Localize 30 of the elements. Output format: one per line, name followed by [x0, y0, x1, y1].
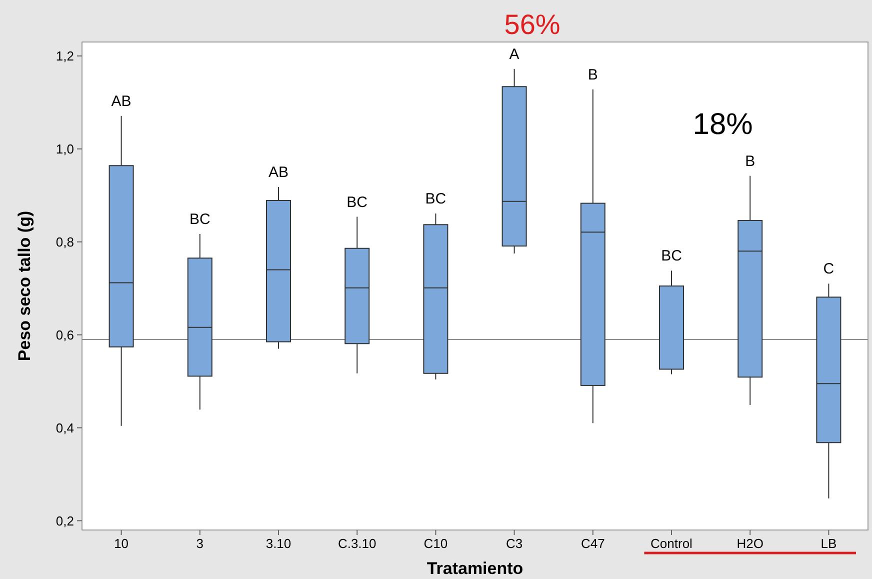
x-tick-label: LB [820, 536, 837, 551]
y-tick-label: 1,2 [56, 48, 74, 64]
x-tick-label: Control [650, 536, 693, 551]
y-tick-label: 0,8 [56, 234, 74, 250]
x-tick-label: C3 [506, 536, 523, 551]
annotation: BC [189, 210, 210, 228]
y-tick-label: 0,4 [56, 420, 74, 436]
x-tick-label: 10 [114, 536, 129, 551]
annotation: 18% [692, 108, 753, 141]
annotation: AB [111, 92, 132, 110]
x-axis-title: Tratamiento [426, 559, 524, 578]
y-axis-title: Peso seco tallo (g) [15, 210, 34, 362]
x-tick-label: 3.10 [266, 536, 292, 551]
x-tick-label: 3 [196, 536, 204, 551]
annotation: B [588, 66, 598, 84]
y-tick-label: 0,2 [56, 513, 74, 528]
annotation: C [823, 260, 834, 278]
x-tick-label: C10 [424, 536, 448, 551]
y-tick-label: 1,0 [56, 141, 74, 156]
annotation: BC [661, 248, 682, 265]
x-tick-label: H2O [736, 536, 764, 551]
x-tick-label: C47 [580, 536, 605, 551]
annotation: B [745, 152, 756, 170]
y-tick-label: 0,6 [56, 327, 74, 342]
annotation: AB [268, 164, 289, 182]
annotation: BC [346, 194, 368, 211]
x-tick-label: C.3.10 [338, 536, 376, 551]
chart-title: 56% [504, 9, 560, 40]
annotation: BC [425, 190, 446, 208]
annotation: A [509, 46, 520, 63]
